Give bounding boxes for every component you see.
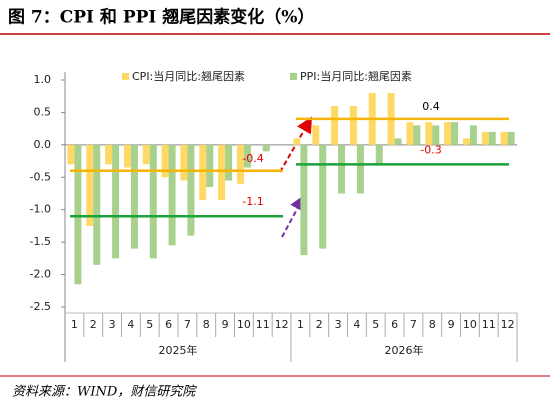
bar xyxy=(199,144,207,200)
bar xyxy=(413,125,421,145)
group-label: 2026年 xyxy=(385,343,424,357)
average-label: -0.4 xyxy=(242,152,263,165)
group-label: 2025年 xyxy=(159,343,198,357)
x-tick-label: 5 xyxy=(372,318,379,331)
bar xyxy=(394,138,402,145)
x-tick-label: 4 xyxy=(353,318,360,331)
bar xyxy=(406,122,414,145)
bar xyxy=(112,144,120,259)
x-tick-label: 12 xyxy=(501,318,515,331)
x-tick-label: 2 xyxy=(90,318,97,331)
bar xyxy=(488,131,496,145)
bar xyxy=(206,144,214,188)
bar xyxy=(130,144,138,249)
x-tick-label: 2 xyxy=(316,318,323,331)
bar xyxy=(180,144,188,181)
bar xyxy=(86,144,94,226)
x-tick-label: 9 xyxy=(448,318,455,331)
bar xyxy=(481,131,489,145)
x-tick-label: 3 xyxy=(335,318,342,331)
average-label: 0.4 xyxy=(422,100,440,113)
bar xyxy=(349,105,357,145)
bar xyxy=(218,144,226,200)
arrow xyxy=(279,116,312,173)
x-tick-label: 6 xyxy=(391,318,398,331)
bar xyxy=(105,144,113,165)
bar xyxy=(469,125,477,145)
bar xyxy=(462,138,470,145)
bar xyxy=(67,144,75,165)
x-tick-label: 6 xyxy=(165,318,172,331)
bar xyxy=(319,144,327,249)
bar xyxy=(356,144,364,194)
bar xyxy=(300,144,308,256)
x-tick-label: 11 xyxy=(256,318,270,331)
bar xyxy=(312,125,320,145)
x-tick-label: 3 xyxy=(109,318,116,331)
y-tick-label: -1.0 xyxy=(30,203,51,216)
x-tick-label: 8 xyxy=(203,318,210,331)
x-tick-label: 7 xyxy=(410,318,417,331)
bar xyxy=(500,131,508,145)
x-tick-label: 10 xyxy=(237,318,251,331)
chart-title: 图 7：CPI 和 PPI 翘尾因素变化（%） xyxy=(8,7,314,28)
bar xyxy=(331,105,339,145)
bar xyxy=(507,131,515,145)
bar xyxy=(375,144,383,165)
bar xyxy=(225,144,233,181)
y-tick-label: 1.0 xyxy=(34,73,52,86)
bar xyxy=(432,125,440,145)
x-tick-label: 11 xyxy=(482,318,496,331)
legend-label: PPI:当月同比:翘尾因素 xyxy=(300,69,412,83)
bar xyxy=(161,144,169,178)
x-tick-label: 1 xyxy=(71,318,78,331)
bar xyxy=(262,144,270,152)
bar xyxy=(236,144,244,184)
x-tick-label: 1 xyxy=(297,318,304,331)
x-tick-label: 9 xyxy=(222,318,229,331)
bar xyxy=(149,144,157,259)
y-tick-label: -1.5 xyxy=(30,235,51,248)
bar xyxy=(243,144,251,168)
legend-swatch xyxy=(290,73,297,80)
bar xyxy=(451,122,459,145)
x-tick-label: 10 xyxy=(463,318,477,331)
y-tick-label: 0.5 xyxy=(34,105,52,118)
x-tick-label: 8 xyxy=(429,318,436,331)
y-tick-label: -0.5 xyxy=(30,170,51,183)
source: 资料来源：WIND，财信研究院 xyxy=(12,384,197,400)
bar xyxy=(293,138,301,145)
legend-swatch xyxy=(122,73,129,80)
bar xyxy=(168,144,176,246)
arrow xyxy=(281,194,305,238)
bar xyxy=(425,122,433,145)
x-tick-label: 12 xyxy=(275,318,289,331)
x-tick-label: 4 xyxy=(127,318,134,331)
bar xyxy=(74,144,82,285)
y-tick-label: 0.0 xyxy=(34,138,52,151)
x-tick-label: 5 xyxy=(146,318,153,331)
legend-label: CPI:当月同比:翘尾因素 xyxy=(132,69,245,83)
bar xyxy=(187,144,195,236)
bar xyxy=(123,144,131,168)
average-label: -1.1 xyxy=(242,195,263,208)
average-label: -0.3 xyxy=(420,143,441,156)
bar xyxy=(444,122,452,145)
bar xyxy=(142,144,150,165)
y-tick-label: -2.0 xyxy=(30,268,51,281)
bar xyxy=(338,144,346,194)
bar xyxy=(93,144,101,265)
x-tick-label: 7 xyxy=(184,318,191,331)
y-tick-label: -2.5 xyxy=(30,300,51,313)
